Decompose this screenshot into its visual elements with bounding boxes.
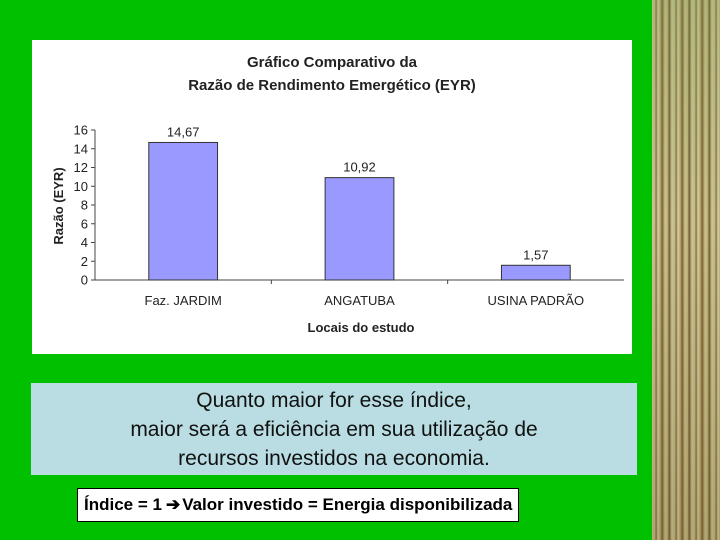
- chart-panel: Gráfico Comparativo da Razão de Rendimen…: [32, 40, 632, 354]
- bar-chart: Gráfico Comparativo da Razão de Rendimen…: [51, 54, 624, 335]
- y-tick-label: 2: [81, 254, 88, 269]
- x-category-label: Faz. JARDIM: [145, 293, 222, 308]
- chart-title-line-2: Razão de Rendimento Emergético (EYR): [188, 77, 476, 94]
- formula-left: Índice = 1: [84, 495, 162, 514]
- caption-box: Quanto maior for esse índice, maior será…: [31, 383, 637, 475]
- y-tick-label: 16: [74, 123, 88, 138]
- caption-line-2: maior será a eficiência em sua utilizaçã…: [130, 417, 538, 441]
- bar-value-label: 14,67: [167, 124, 200, 139]
- y-tick-label: 6: [81, 216, 88, 231]
- y-axis-label: Razão (EYR): [51, 167, 66, 244]
- caption-line-1: Quanto maior for esse índice,: [196, 388, 472, 412]
- chart-title-line-1: Gráfico Comparativo da: [247, 54, 418, 71]
- plot-area: 0 2 4 6 8 10 12 14 16 14,67 Faz. JARDIM 10,92 ANGATU…: [74, 123, 624, 308]
- bar: [324, 177, 395, 281]
- caption-line-3: recursos investidos na economia.: [178, 446, 490, 470]
- formula-box: Índice = 1 ➔ Valor investido = Energia d…: [77, 488, 520, 522]
- x-category-label: USINA PADRÃO: [488, 293, 585, 308]
- bar: [500, 264, 571, 281]
- y-tick-label: 12: [74, 160, 88, 175]
- bar-value-label: 1,57: [523, 247, 548, 262]
- y-tick-label: 0: [81, 273, 88, 288]
- x-category-label: ANGATUBA: [324, 293, 395, 308]
- bar-value-label: 10,92: [343, 160, 376, 175]
- reed-photo-strip: [652, 0, 720, 540]
- y-tick-label: 14: [74, 141, 88, 156]
- y-tick-label: 4: [81, 235, 88, 250]
- formula-right: Valor investido = Energia disponibilizad…: [182, 495, 513, 514]
- bar: [148, 141, 219, 281]
- x-axis-label: Locais do estudo: [308, 320, 415, 335]
- y-tick-label: 8: [81, 198, 88, 213]
- right-arrow-icon: ➔: [165, 495, 181, 514]
- y-tick-label: 10: [74, 179, 88, 194]
